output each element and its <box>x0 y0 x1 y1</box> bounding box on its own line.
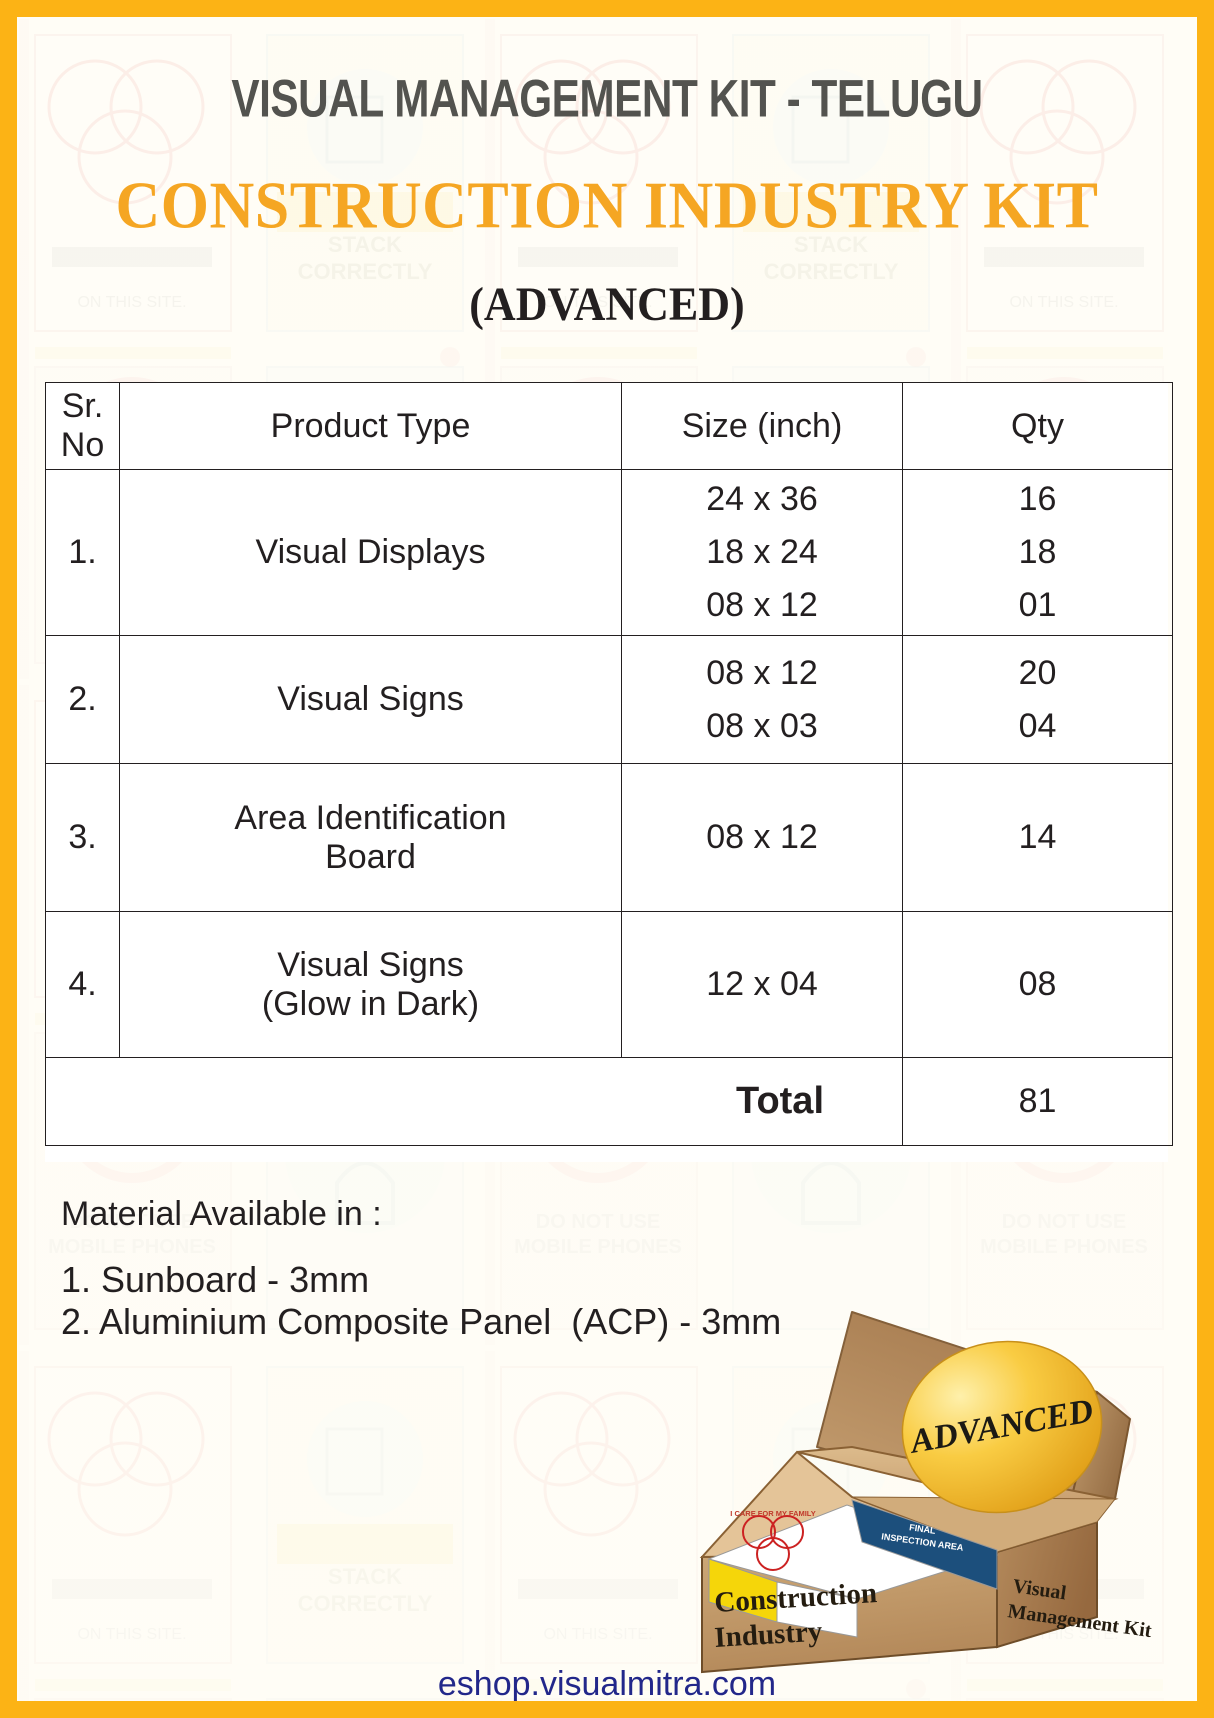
svg-text:Industry: Industry <box>713 1615 823 1654</box>
svg-text:I CARE FOR MY FAMILY: I CARE FOR MY FAMILY <box>730 1509 815 1518</box>
